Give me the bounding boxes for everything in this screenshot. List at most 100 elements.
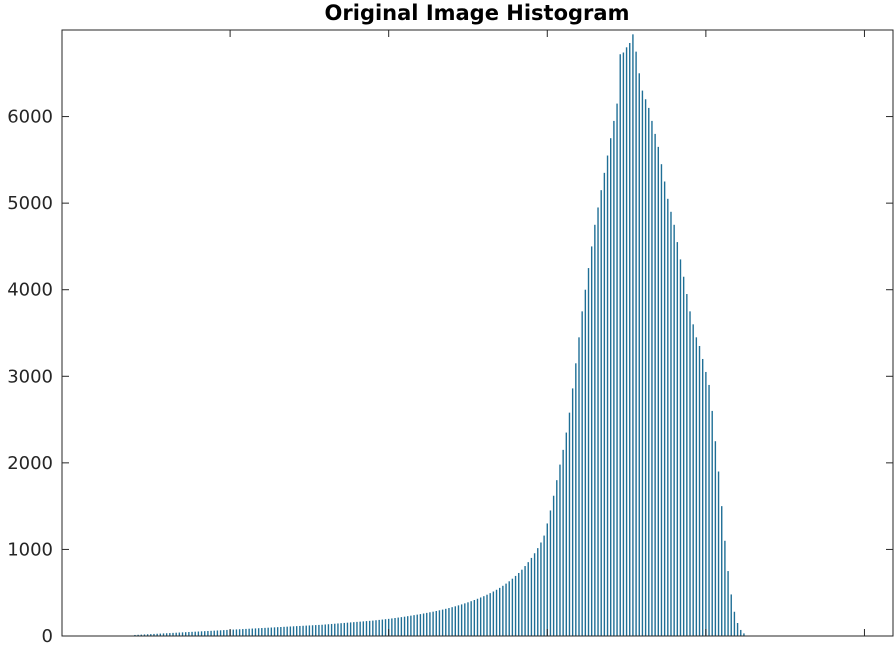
histogram-bar <box>610 138 612 636</box>
histogram-bar <box>296 626 298 636</box>
histogram-bar <box>613 120 615 636</box>
histogram-bar <box>197 631 200 636</box>
histogram-bar <box>445 608 447 636</box>
histogram-bar <box>283 626 285 636</box>
histogram-bar <box>499 587 501 636</box>
histogram-bar <box>616 103 618 637</box>
histogram-bar <box>727 571 729 636</box>
histogram-bar <box>692 324 694 636</box>
histogram-bar <box>286 626 288 636</box>
histogram-bar <box>552 495 555 636</box>
histogram-bar <box>292 626 295 636</box>
histogram-bar <box>254 628 257 636</box>
histogram-bar <box>559 464 561 636</box>
histogram-bar <box>575 363 577 636</box>
histogram-bar <box>644 99 647 636</box>
histogram-bar <box>159 633 162 636</box>
histogram-bar <box>226 629 228 636</box>
histogram-bar <box>606 155 609 636</box>
histogram-bar <box>483 596 485 636</box>
histogram-bar <box>594 224 596 637</box>
histogram-bar <box>486 594 488 636</box>
histogram-bar <box>381 619 384 636</box>
histogram-bar <box>422 613 425 636</box>
histogram-bar <box>235 629 238 636</box>
y-tick-label: 2000 <box>7 453 53 474</box>
histogram-bar <box>210 630 212 636</box>
histogram-bar <box>448 608 450 636</box>
histogram-bar <box>410 615 412 636</box>
histogram-bar <box>311 625 314 636</box>
histogram-bar <box>378 619 380 636</box>
histogram-bar <box>660 164 663 636</box>
histogram-bar <box>603 172 606 636</box>
histogram-bar <box>324 624 326 636</box>
histogram-bar <box>223 630 225 636</box>
histogram-bar <box>689 311 691 636</box>
histogram-bar <box>384 619 387 636</box>
histogram-bar <box>540 542 542 636</box>
histogram-bar <box>584 289 587 636</box>
histogram-bar <box>670 211 672 637</box>
histogram-bar <box>349 622 352 636</box>
histogram-bar <box>518 572 520 636</box>
histogram-bar <box>441 609 444 636</box>
histogram-bar <box>153 633 155 636</box>
histogram-bar <box>267 627 269 636</box>
histogram-bar <box>276 627 279 636</box>
histogram-bar <box>261 628 263 636</box>
histogram-bar <box>686 294 688 636</box>
histogram-bar <box>489 593 491 636</box>
histogram-bar <box>429 612 431 636</box>
y-tick-label: 6000 <box>7 107 53 128</box>
histogram-bar <box>165 633 168 636</box>
histogram-bar <box>321 624 323 636</box>
histogram-bar <box>451 607 453 636</box>
histogram-bar <box>175 632 177 636</box>
histogram-bar <box>711 410 713 636</box>
histogram-bar <box>508 581 510 636</box>
histogram-bar <box>327 624 330 636</box>
histogram-bar <box>188 632 190 636</box>
histogram-bar <box>302 625 304 636</box>
histogram-bar <box>185 632 187 636</box>
histogram-bar <box>460 604 463 636</box>
histogram-bar <box>657 146 659 636</box>
histogram-bar <box>305 625 307 636</box>
histogram-bar <box>740 629 742 636</box>
histogram-bar <box>162 633 165 636</box>
histogram-bar <box>343 622 345 636</box>
histogram-bar <box>394 617 396 636</box>
y-tick-label: 4000 <box>7 280 53 301</box>
histogram-bar <box>362 621 365 636</box>
histogram-bar <box>476 598 479 636</box>
histogram-bar <box>219 630 222 636</box>
histogram-bar <box>648 107 650 636</box>
histogram-bar <box>537 548 539 636</box>
histogram-bar <box>511 578 514 636</box>
histogram-bar <box>743 633 745 636</box>
histogram-bar <box>264 627 266 636</box>
histogram-bar <box>368 620 371 636</box>
histogram-bar <box>289 626 292 636</box>
histogram-bar <box>695 337 698 636</box>
histogram-bar <box>568 412 571 636</box>
histogram-bar <box>419 614 422 636</box>
histogram-bar <box>679 259 682 636</box>
histogram-bar <box>200 631 203 636</box>
histogram-bar <box>146 634 149 636</box>
histogram-bar <box>143 634 146 636</box>
histogram-bar <box>457 605 460 636</box>
histogram-bar <box>426 612 428 636</box>
histogram-bar <box>340 623 342 636</box>
histogram-bar <box>454 606 456 636</box>
histogram-bar <box>257 628 260 636</box>
histogram-bar <box>467 602 469 636</box>
histogram-bar <box>372 620 374 636</box>
histogram-bar <box>565 432 568 636</box>
histogram-bar <box>365 621 368 636</box>
histogram-bar <box>238 629 241 636</box>
histogram-bar <box>654 133 656 636</box>
histogram-bar <box>502 585 504 636</box>
histogram-bar <box>698 345 701 636</box>
